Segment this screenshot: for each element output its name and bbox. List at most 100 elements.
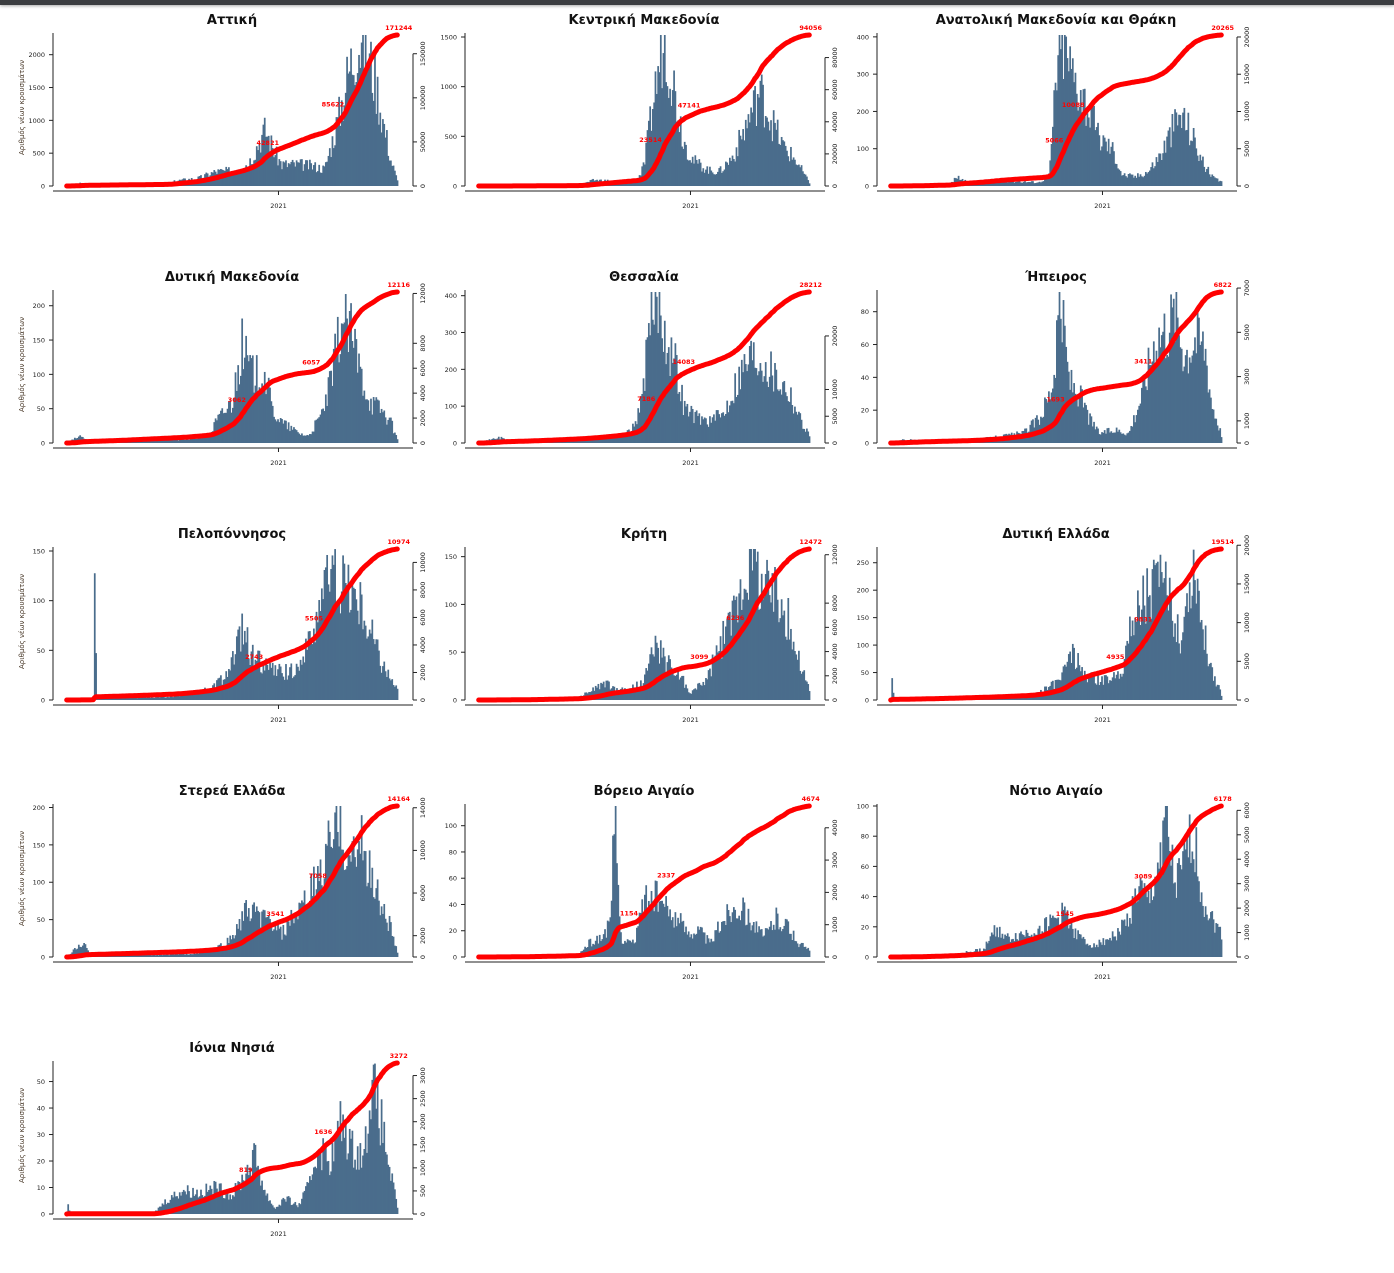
y-tick-label: 2000 (28, 51, 45, 59)
y2-tick-label: 1500 (419, 1137, 427, 1154)
y-tick-label: 20 (861, 407, 869, 415)
bar (397, 180, 399, 186)
y-tick-label: 80 (861, 833, 869, 841)
y2-tick-label: 3000 (419, 1067, 427, 1084)
y-tick-label: 500 (445, 133, 457, 141)
x-tick-label: 2021 (1094, 716, 1111, 724)
x-tick-label: 2021 (682, 202, 699, 210)
y2-tick-label: 20000 (1243, 27, 1251, 48)
annotation-label: 19514 (1211, 538, 1234, 546)
y-tick-label: 0 (453, 697, 457, 705)
y-tick-label: 40 (861, 893, 869, 901)
chart-svg: 3062605712116050100150200202102000400060… (0, 262, 440, 502)
bar (397, 1208, 399, 1214)
x-tick-label: 2021 (270, 973, 287, 981)
y-tick-label: 150 (33, 547, 45, 555)
chart-svg: 3541705814164050100150200202102000600010… (0, 776, 440, 1016)
x-tick-label: 2021 (1094, 202, 1111, 210)
y-tick-label: 100 (857, 642, 869, 650)
y-tick-label: 100 (445, 822, 457, 830)
annotation-label: 28212 (799, 281, 822, 289)
y-tick-label: 50 (37, 405, 45, 413)
bar (1221, 181, 1223, 186)
annotation-label: 3541 (266, 910, 285, 918)
y-tick-label: 60 (861, 863, 869, 871)
bar (1221, 939, 1223, 957)
y-tick-label: 0 (865, 183, 869, 191)
annotation-label: 1636 (314, 1128, 333, 1136)
annotation-label: 3099 (690, 653, 709, 661)
annotation-label: 3272 (390, 1052, 408, 1060)
bar-series (67, 806, 398, 957)
y2-tick-label: 2000 (419, 1113, 427, 1130)
annotation-label: 9831 (1134, 615, 1153, 623)
annotation-label: 819 (239, 1166, 253, 1174)
bar (397, 689, 399, 700)
y-tick-label: 50 (861, 669, 869, 677)
annotation-label: 14164 (387, 795, 410, 803)
y-tick-label: 100 (33, 597, 45, 605)
annotation-label: 1154 (620, 910, 639, 918)
y-tick-label: 40 (37, 1105, 45, 1113)
y-tick-label: 200 (857, 108, 869, 116)
annotation-label: 5066 (1045, 136, 1064, 144)
y-tick-label: 80 (449, 848, 457, 856)
bar-series (494, 549, 810, 700)
x-axis: 2021 (465, 962, 825, 981)
bar (397, 953, 399, 957)
annotation-label: 14083 (672, 358, 695, 366)
x-axis: 2021 (53, 705, 413, 724)
annotation-label: 7186 (637, 395, 656, 403)
y-tick-label: 500 (33, 150, 45, 158)
y2-tick-label: 2500 (419, 1090, 427, 1107)
x-axis: 2021 (877, 191, 1237, 210)
annotation-label: 6822 (1214, 281, 1232, 289)
x-axis: 2021 (53, 1219, 413, 1238)
annotation-label: 6178 (1214, 795, 1233, 803)
y-tick-label: 200 (445, 366, 457, 374)
bar-series (67, 294, 398, 443)
y-tick-label: 20 (449, 927, 457, 935)
x-tick-label: 2021 (682, 459, 699, 467)
y-tick-label: 250 (857, 559, 869, 567)
annotation-label: 47141 (678, 101, 701, 109)
y-tick-label: 0 (865, 440, 869, 448)
annotation-label: 85622 (322, 101, 345, 109)
y-tick-label: 20 (861, 923, 869, 931)
annotation-label: 3089 (1134, 872, 1153, 880)
y-tick-label: 20 (37, 1158, 45, 1166)
y2-tick-label: 10000 (1243, 101, 1251, 122)
x-tick-label: 2021 (270, 716, 287, 724)
bar (397, 439, 399, 443)
x-axis: 2021 (465, 448, 825, 467)
y-tick-label: 300 (445, 329, 457, 337)
y-tick-label: 0 (865, 954, 869, 962)
y-tick-label: 100 (857, 145, 869, 153)
bar (809, 436, 811, 443)
x-tick-label: 2021 (270, 1230, 287, 1238)
y2-tick-label: 3000 (1243, 368, 1251, 385)
bar (1221, 437, 1223, 443)
x-axis: 2021 (465, 191, 825, 210)
y-tick-label: 100 (445, 403, 457, 411)
annotation-label: 12116 (387, 281, 410, 289)
bar-series (891, 550, 1222, 700)
annotation-label: 7058 (309, 872, 328, 880)
y-tick-label: 40 (449, 901, 457, 909)
